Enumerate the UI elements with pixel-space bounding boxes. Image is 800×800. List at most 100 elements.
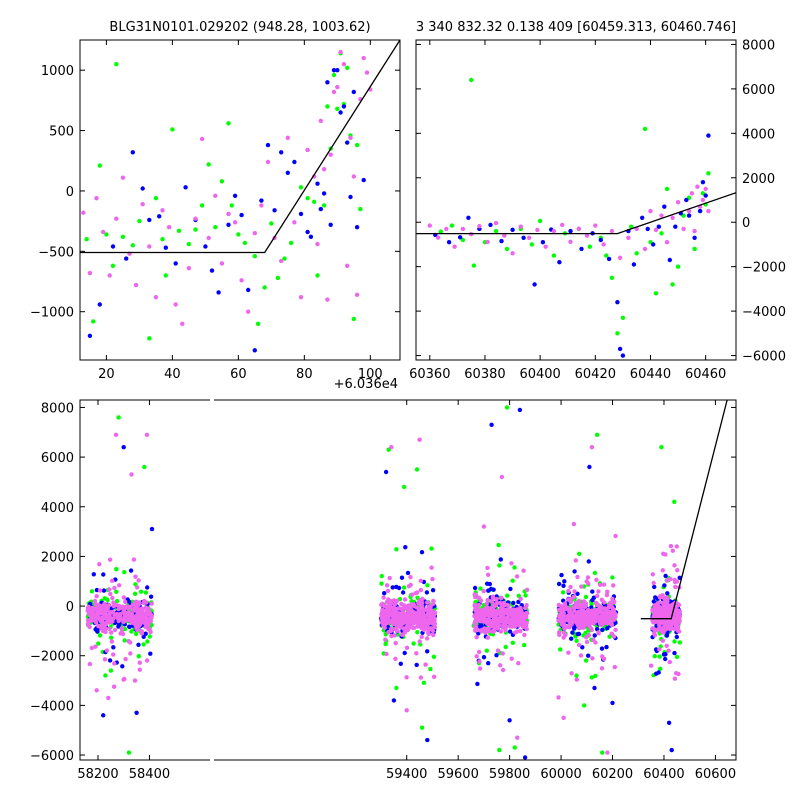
bottom-point-violet [129,611,134,616]
bottom-point-blue [91,572,97,577]
top-right-y-tick-label: 4000 [742,127,775,142]
top-left-point-blue [315,181,320,186]
bottom-point-green [394,547,399,552]
bottom-point-violet [128,640,133,645]
bottom-point-violet [569,596,574,602]
bottom-point-green [129,629,134,634]
bottom-point-violet [474,609,479,615]
bottom-point-violet [390,619,396,624]
bottom-x-tick-label: 59600 [437,767,478,782]
bottom-point-violet [409,607,414,613]
top-right-point-violet [609,228,615,234]
top-left-point-violet [166,225,172,230]
top-left-point-blue [298,211,304,217]
bottom-point-violet [511,613,517,619]
top-right-point-green [587,244,592,249]
bottom-point-blue [507,718,512,723]
bottom-point-violet [87,661,93,667]
bottom-point-green [143,590,149,595]
bottom-point-violet [384,583,390,588]
top-left-point-violet [348,135,353,140]
bottom-point-violet [495,600,500,606]
bottom-point-violet [509,656,514,661]
bottom-point-violet [482,626,487,632]
top-right-model-line [416,192,736,235]
bottom-point-violet [386,610,391,615]
top-left-point-blue [341,104,347,109]
bottom-point-violet [573,558,578,563]
top-left-point-violet [252,231,257,236]
bottom-point-violet [595,593,600,599]
bottom-point-violet [670,548,675,553]
bottom-point-violet [128,651,133,656]
bottom-point-violet [566,588,571,594]
top-right-point-violet [670,215,675,220]
top-right-point-violet [626,235,631,240]
bottom-point-violet [676,629,682,634]
top-right-point-violet [664,240,670,245]
bottom-point-blue [665,591,670,596]
top-right-point-green [664,186,670,192]
bottom-model-line [640,400,728,620]
bottom-point-green [505,593,510,598]
top-left-point-blue [361,177,366,183]
bottom-point-blue [663,656,668,662]
top-right-point-violet [686,208,692,214]
bottom-point-green [116,415,121,420]
bottom-point-violet [491,629,496,634]
top-left-point-green [186,241,192,247]
bottom-point-blue [494,653,499,658]
bottom-x-tick-label: 58200 [77,767,118,782]
bottom-point-violet [404,675,409,680]
bottom-point-violet [511,607,516,612]
bottom-point-violet [418,578,423,583]
bottom-point-violet [513,624,518,629]
bottom-point-blue [148,651,153,656]
top-right-point-green [438,229,443,234]
top-right-point-violet [689,191,695,196]
bottom-point-violet [664,643,669,648]
bottom-point-violet [92,598,98,604]
bottom-point-blue [664,633,670,638]
bottom-point-violet [408,574,413,580]
top-right-y-tick-label: −2000 [742,261,786,276]
top-right-point-violet [444,226,449,232]
bottom-point-green [414,467,420,472]
bottom-model-path [640,400,728,620]
top-left-point-blue [354,225,360,230]
bottom-point-violet [586,632,591,638]
bottom-point-violet [382,625,387,630]
bottom-y-tick-label: −6000 [30,749,74,764]
bottom-point-green [379,581,384,586]
bottom-point-green [126,750,132,755]
bottom-point-violet [495,626,500,631]
bottom-point-violet [661,551,666,556]
bottom-point-violet [602,600,607,605]
bottom-point-violet [132,678,138,683]
bottom-point-blue [101,588,107,593]
top-left-point-blue [140,186,145,191]
top-left-point-green [275,275,281,281]
top-left-point-violet [114,216,119,221]
bottom-point-violet [97,562,102,567]
bottom-point-violet [389,633,394,639]
bottom-point-violet [516,623,522,628]
bottom-point-green [103,673,108,678]
top-left-point-green [305,196,310,201]
bottom-point-violet [119,630,125,635]
bottom-point-violet [516,661,521,666]
top-right-point-blue [532,282,537,287]
bottom-point-violet [665,620,670,625]
top-right-point-blue [700,180,706,185]
top-left-point-violet [186,266,192,271]
top-left-point-violet [153,295,159,300]
bottom-point-violet [102,614,108,619]
bottom-point-violet [400,617,406,622]
bottom-point-violet [651,580,656,586]
top-right-point-blue [615,300,620,305]
bottom-point-violet [662,597,668,602]
top-left-point-violet [147,244,152,249]
bottom-point-blue [472,585,478,591]
bottom-point-violet [425,600,431,605]
top-left-point-green [358,206,363,212]
